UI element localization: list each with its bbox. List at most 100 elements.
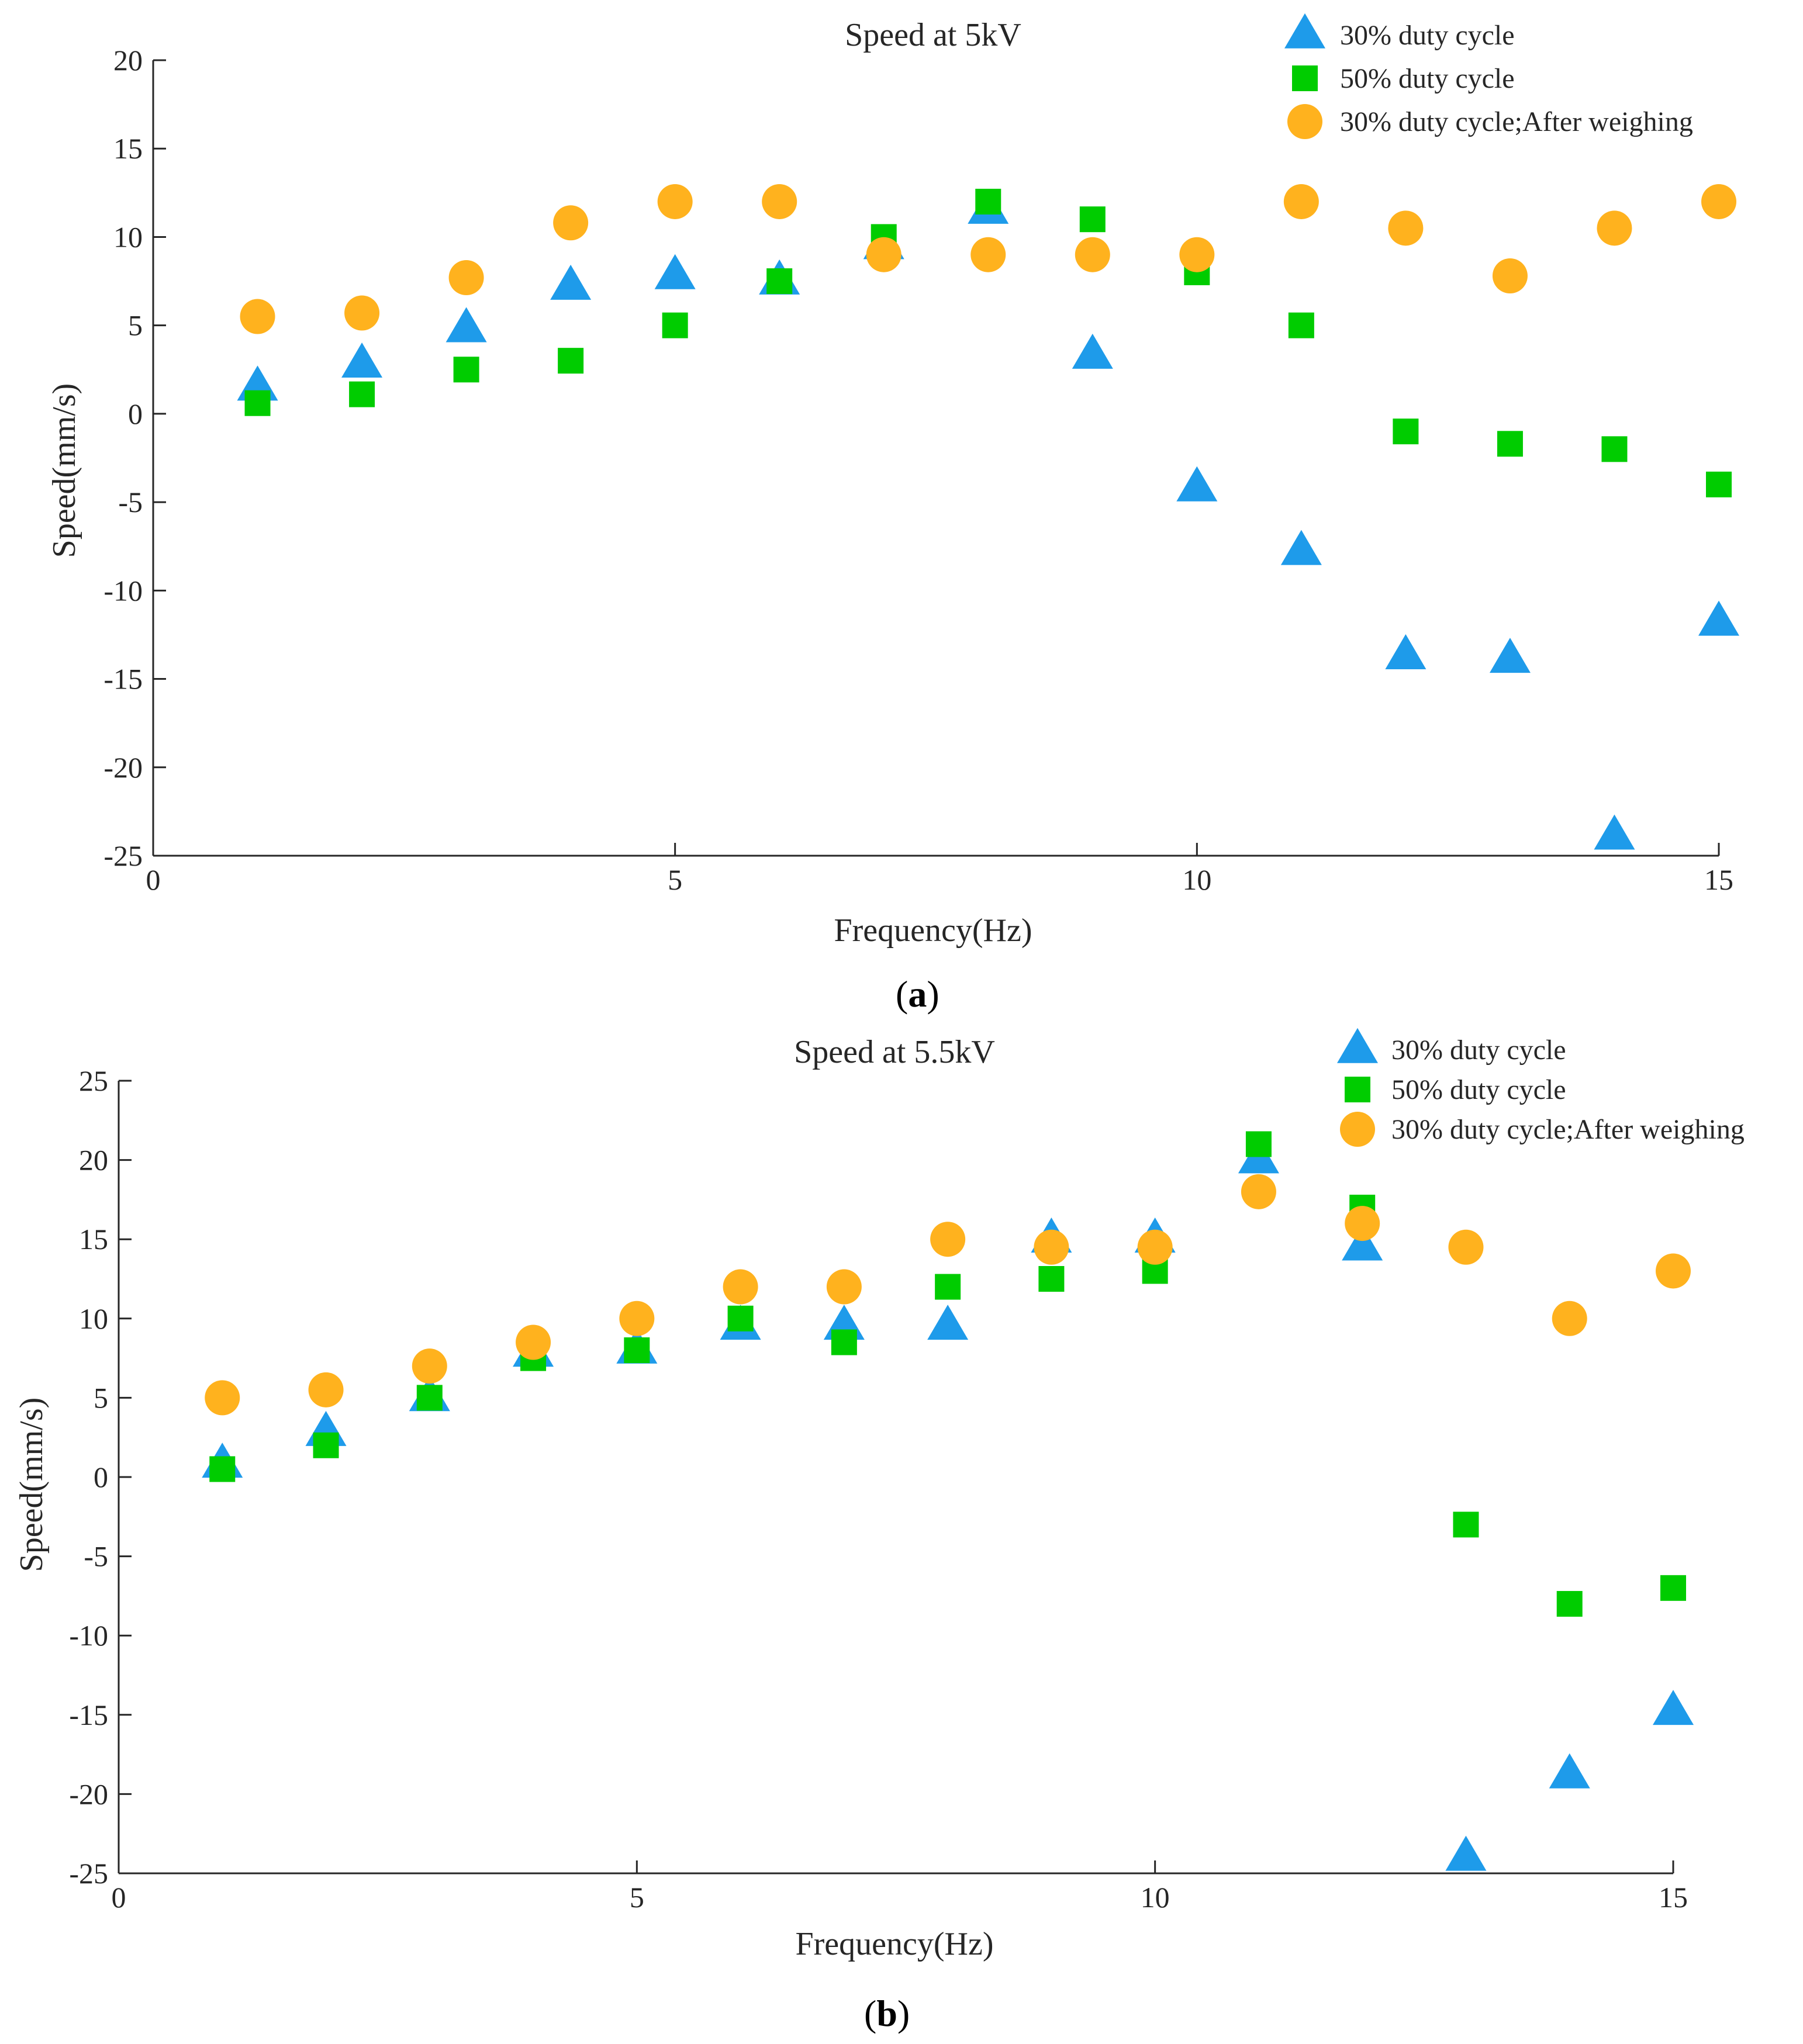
data-point-square: [766, 268, 793, 295]
data-point-triangle: [1176, 466, 1218, 502]
data-point-square: [1288, 312, 1314, 338]
legend-label: 50% duty cycle: [1391, 1074, 1566, 1105]
y-tick-label: -25: [69, 1857, 108, 1890]
chart-title: Speed at 5.5kV: [794, 1034, 995, 1070]
y-tick-label: 5: [128, 309, 143, 342]
legend-marker-triangle: [1284, 13, 1325, 49]
data-point-triangle: [1698, 600, 1739, 636]
x-tick-label: 10: [1141, 1881, 1170, 1914]
data-point-circle: [1552, 1301, 1587, 1336]
y-tick-label: -10: [69, 1619, 108, 1652]
y-tick-label: 5: [94, 1381, 108, 1414]
data-point-circle: [412, 1348, 447, 1384]
legend-marker-square: [1292, 65, 1318, 91]
legend: 30% duty cycle 50% duty cycle 30% duty cyc…: [1284, 13, 1693, 139]
data-point-triangle: [1342, 1225, 1383, 1261]
data-point-triangle: [927, 1305, 969, 1340]
data-point-circle: [970, 237, 1006, 272]
data-point-square: [1706, 471, 1732, 497]
data-point-circle: [240, 299, 275, 334]
data-point-circle: [1492, 258, 1528, 293]
data-point-square: [244, 390, 271, 416]
data-point-circle: [1345, 1206, 1380, 1241]
x-tick-label: 5: [668, 863, 682, 896]
data-point-circle: [930, 1222, 966, 1257]
data-points: [202, 1131, 1694, 1871]
data-point-triangle: [1489, 638, 1531, 673]
data-points: [237, 184, 1739, 850]
data-point-square: [662, 312, 688, 338]
legend-label: 30% duty cycle;After weighing: [1340, 106, 1693, 137]
data-point-circle: [553, 205, 589, 241]
y-axis-label: Speed(mm/s): [46, 383, 82, 558]
data-point-circle: [1241, 1174, 1276, 1209]
y-tick-label: -15: [69, 1699, 108, 1731]
y-tick-label: 20: [113, 44, 143, 77]
chart-panel-a: Speed at 5kV Frequency(Hz) Speed(mm/s) (…: [46, 13, 1739, 1015]
data-point-circle: [1701, 184, 1736, 219]
data-point-circle: [448, 260, 484, 296]
data-point-square: [624, 1337, 650, 1364]
x-tick-label: 15: [1659, 1881, 1688, 1914]
data-point-square: [453, 357, 479, 383]
data-point-square: [975, 188, 1001, 215]
data-point-circle: [1597, 210, 1632, 246]
legend: 30% duty cycle 50% duty cycle 30% duty cyc…: [1337, 1028, 1745, 1147]
data-point-square: [727, 1305, 754, 1331]
y-tick-label: -10: [103, 574, 143, 607]
y-tick-label: -5: [84, 1540, 108, 1573]
data-point-circle: [1388, 210, 1424, 246]
data-point-square: [1453, 1512, 1479, 1538]
panel-label: (a): [896, 973, 940, 1015]
y-tick-label: 15: [113, 132, 143, 165]
data-point-circle: [1448, 1229, 1484, 1265]
data-point-square: [831, 1329, 857, 1355]
legend-marker-circle: [1287, 104, 1322, 139]
data-point-square: [1393, 419, 1419, 445]
data-point-triangle: [1385, 634, 1426, 670]
data-point-triangle: [1594, 814, 1635, 850]
data-point-circle: [723, 1269, 758, 1305]
data-point-circle: [308, 1372, 344, 1407]
legend-marker-square: [1345, 1077, 1370, 1102]
panel-label-letter: b: [876, 1993, 897, 2034]
data-point-circle: [1179, 237, 1215, 272]
data-point-triangle: [1653, 1690, 1694, 1725]
data-point-triangle: [654, 254, 696, 289]
data-point-square: [1038, 1266, 1065, 1292]
data-point-square: [416, 1385, 443, 1411]
y-tick-label: 10: [113, 220, 143, 253]
data-point-square: [1660, 1575, 1686, 1601]
data-point-circle: [1034, 1229, 1069, 1265]
panel-label-letter: a: [908, 973, 927, 1015]
legend-label: 50% duty cycle: [1340, 63, 1515, 94]
legend-marker-triangle: [1337, 1028, 1378, 1063]
chart-title: Speed at 5kV: [845, 17, 1021, 53]
x-tick-label: 15: [1704, 863, 1733, 896]
data-point-circle: [826, 1269, 862, 1305]
data-point-circle: [1656, 1253, 1691, 1289]
x-tick-label: 0: [112, 1881, 126, 1914]
y-axis-label: Speed(mm/s): [13, 1398, 50, 1572]
data-point-square: [1601, 436, 1628, 462]
data-point-square: [558, 348, 584, 374]
y-tick-label: 15: [79, 1223, 108, 1256]
data-point-triangle: [445, 307, 487, 343]
data-point-triangle: [1445, 1835, 1487, 1871]
axes: -25 -20 -15 -10 -5 0 5 10 15 20 25 0 5 10 15: [69, 1064, 1688, 1914]
legend-label: 30% duty cycle;After weighing: [1391, 1114, 1745, 1145]
legend-marker-circle: [1340, 1112, 1375, 1147]
y-tick-label: 10: [79, 1302, 108, 1335]
x-axis-label: Frequency(Hz): [834, 912, 1032, 949]
data-point-square: [1497, 431, 1523, 457]
x-axis-label: Frequency(Hz): [796, 1926, 994, 1962]
legend-label: 30% duty cycle: [1391, 1035, 1566, 1066]
data-point-circle: [205, 1380, 240, 1416]
y-tick-label: 20: [79, 1144, 108, 1177]
data-point-triangle: [1280, 530, 1322, 565]
data-point-circle: [762, 184, 797, 219]
y-tick-label: 25: [79, 1064, 108, 1097]
data-point-circle: [657, 184, 693, 219]
y-tick-label: 0: [128, 397, 143, 430]
